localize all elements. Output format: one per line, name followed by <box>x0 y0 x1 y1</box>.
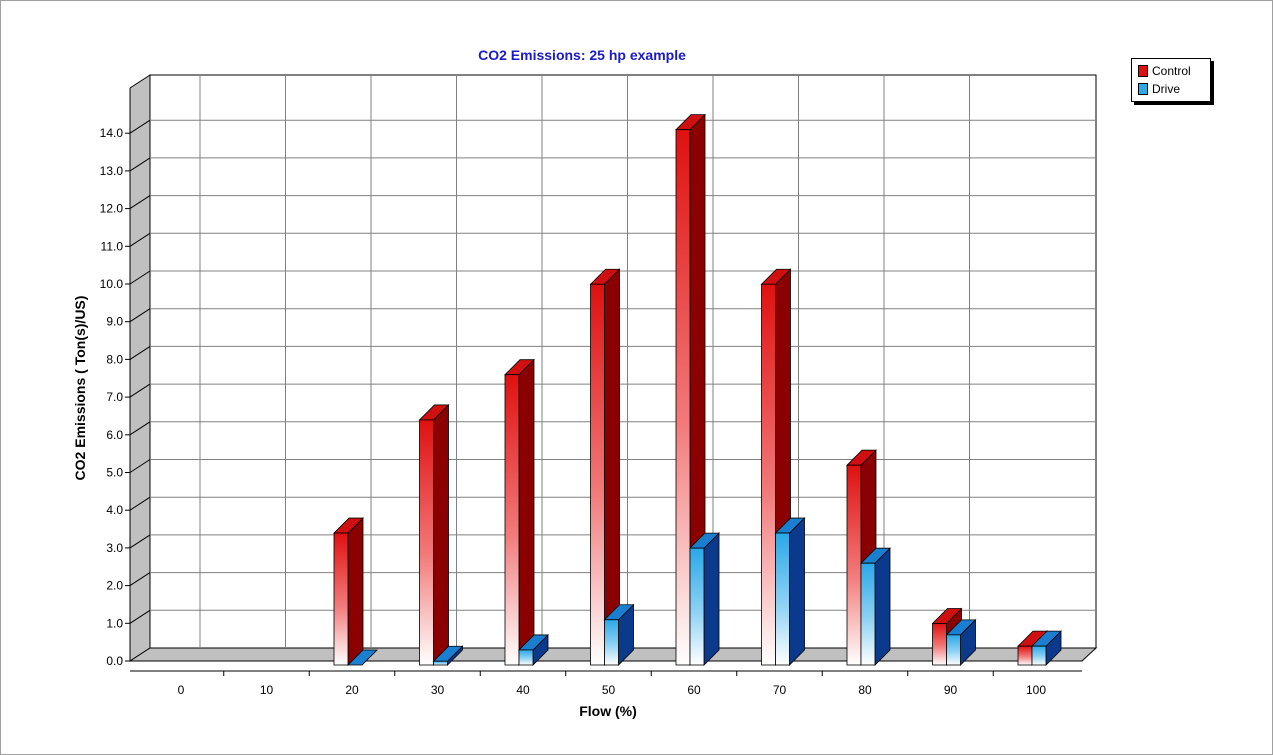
bar-control-50-side <box>604 268 620 666</box>
bar-drive-80-front <box>860 562 876 666</box>
x-tick-label: 0 <box>178 683 185 697</box>
wall-grid-line <box>129 534 151 549</box>
bar-drive-20 <box>347 649 378 666</box>
bar-drive-70-front <box>775 532 790 666</box>
y-tick-label: 5.0 <box>106 466 123 480</box>
bar-control-20-side <box>347 517 364 666</box>
bar-control-90-front <box>932 623 947 666</box>
bar-drive-90 <box>945 618 977 666</box>
wall-grid-line <box>129 345 151 360</box>
bar-drive-60-front <box>689 547 705 666</box>
x-tick-label: 80 <box>858 683 872 697</box>
x-tick-label: 70 <box>773 683 787 697</box>
bars <box>333 113 1062 666</box>
bar-control-40-side <box>518 358 535 666</box>
bar-drive-60-side <box>703 532 720 666</box>
bar-drive-70 <box>774 517 806 666</box>
wall-grid-line <box>129 157 151 172</box>
y-axis-title: CO2 Emissions ( Ton(s)/US) <box>72 296 88 481</box>
y-tick-label: 11.0 <box>101 239 124 253</box>
bar-control-80-front <box>846 464 862 666</box>
bar-control-40 <box>504 358 535 666</box>
x-tick-label: 90 <box>944 683 958 697</box>
wall-grid-line <box>129 270 151 285</box>
wall-grid-line <box>129 572 151 587</box>
bar-drive-30 <box>432 645 464 666</box>
x-tick-label: 20 <box>345 683 359 697</box>
wall-grid-line <box>129 496 151 511</box>
wall-grid-line <box>129 308 151 323</box>
x-tick-label: 50 <box>602 683 616 697</box>
bar-control-100-front <box>1017 645 1033 666</box>
bar-control-70-front <box>761 283 776 666</box>
y-axis-ticks: 0.0 1.0 2.0 3.0 4.0 5.0 6.0 7.0 8.0 9.0 10.0 11.0 12… <box>100 126 130 668</box>
bar-drive-100-front <box>1031 645 1047 666</box>
bar-control-20-front <box>333 532 349 666</box>
wall-grid-line <box>129 421 151 436</box>
left-wall <box>129 74 151 662</box>
wall-grid-line <box>129 195 151 210</box>
legend-swatch-drive <box>1138 83 1148 95</box>
bar-drive-80 <box>860 547 891 666</box>
y-tick-label: 0.0 <box>106 654 123 668</box>
bar-drive-80-side <box>874 547 891 666</box>
back-wall <box>149 74 1097 649</box>
bar-control-30-front <box>419 419 434 666</box>
bar-control-50-front <box>590 283 605 666</box>
bar-control-60-front <box>675 129 691 666</box>
y-tick-label: 12.0 <box>100 202 124 216</box>
x-axis-title: Flow (%) <box>579 703 637 719</box>
x-axis-ticks: 0 10 20 30 40 50 60 70 80 90 100 <box>178 671 1046 697</box>
y-tick-label: 10.0 <box>100 277 124 291</box>
y-tick-label: 2.0 <box>106 579 123 593</box>
bar-control-40-front <box>504 374 520 666</box>
bar-control-50 <box>589 268 621 666</box>
wall-grid-line <box>129 609 151 624</box>
bar-control-20 <box>333 517 364 666</box>
grid <box>129 75 1096 648</box>
y-tick-label: 3.0 <box>106 541 123 555</box>
bar-drive-50 <box>603 603 635 666</box>
bar-drive-20-top <box>347 649 378 666</box>
y-tick-label: 1.0 <box>106 616 123 630</box>
y-tick-label: 9.0 <box>106 315 123 329</box>
wall-grid-line <box>129 119 151 134</box>
x-tick-label: 30 <box>431 683 445 697</box>
y-tick-label: 8.0 <box>106 352 123 366</box>
x-tick-label: 10 <box>260 683 274 697</box>
bar-drive-40 <box>518 633 549 666</box>
bar-drive-70-side <box>789 517 805 666</box>
wall-grid-line <box>129 383 151 398</box>
bar-drive-90-front <box>946 634 961 666</box>
y-tick-label: 7.0 <box>106 390 123 404</box>
bar-drive-60 <box>689 532 720 666</box>
bar-control-30 <box>418 403 450 666</box>
bar-drive-40-front <box>518 649 534 666</box>
legend-entry-drive: Drive <box>1138 81 1180 97</box>
y-tick-label: 6.0 <box>106 428 123 442</box>
legend-label-control: Control <box>1152 64 1191 78</box>
legend-label-drive: Drive <box>1152 82 1181 96</box>
wall-grid-line <box>129 459 151 473</box>
y-tick-label: 14.0 <box>100 126 124 140</box>
x-tick-label: 60 <box>687 683 701 697</box>
x-tick-label: 100 <box>1026 683 1046 697</box>
x-tick-label: 40 <box>516 683 530 697</box>
bar-drive-50-front <box>604 619 619 666</box>
legend: Control Drive <box>1131 58 1211 102</box>
y-tick-label: 13.0 <box>100 164 124 178</box>
legend-swatch-control <box>1138 65 1148 77</box>
bar-drive-100 <box>1031 630 1062 666</box>
wall-grid-line <box>129 232 151 247</box>
bar-control-60 <box>675 113 706 666</box>
bar-drive-30-front <box>433 660 448 666</box>
bar-control-30-side <box>433 403 449 666</box>
legend-entry-control: Control <box>1138 63 1191 79</box>
chart-title: CO2 Emissions: 25 hp example <box>478 47 686 63</box>
y-tick-label: 4.0 <box>106 503 123 517</box>
